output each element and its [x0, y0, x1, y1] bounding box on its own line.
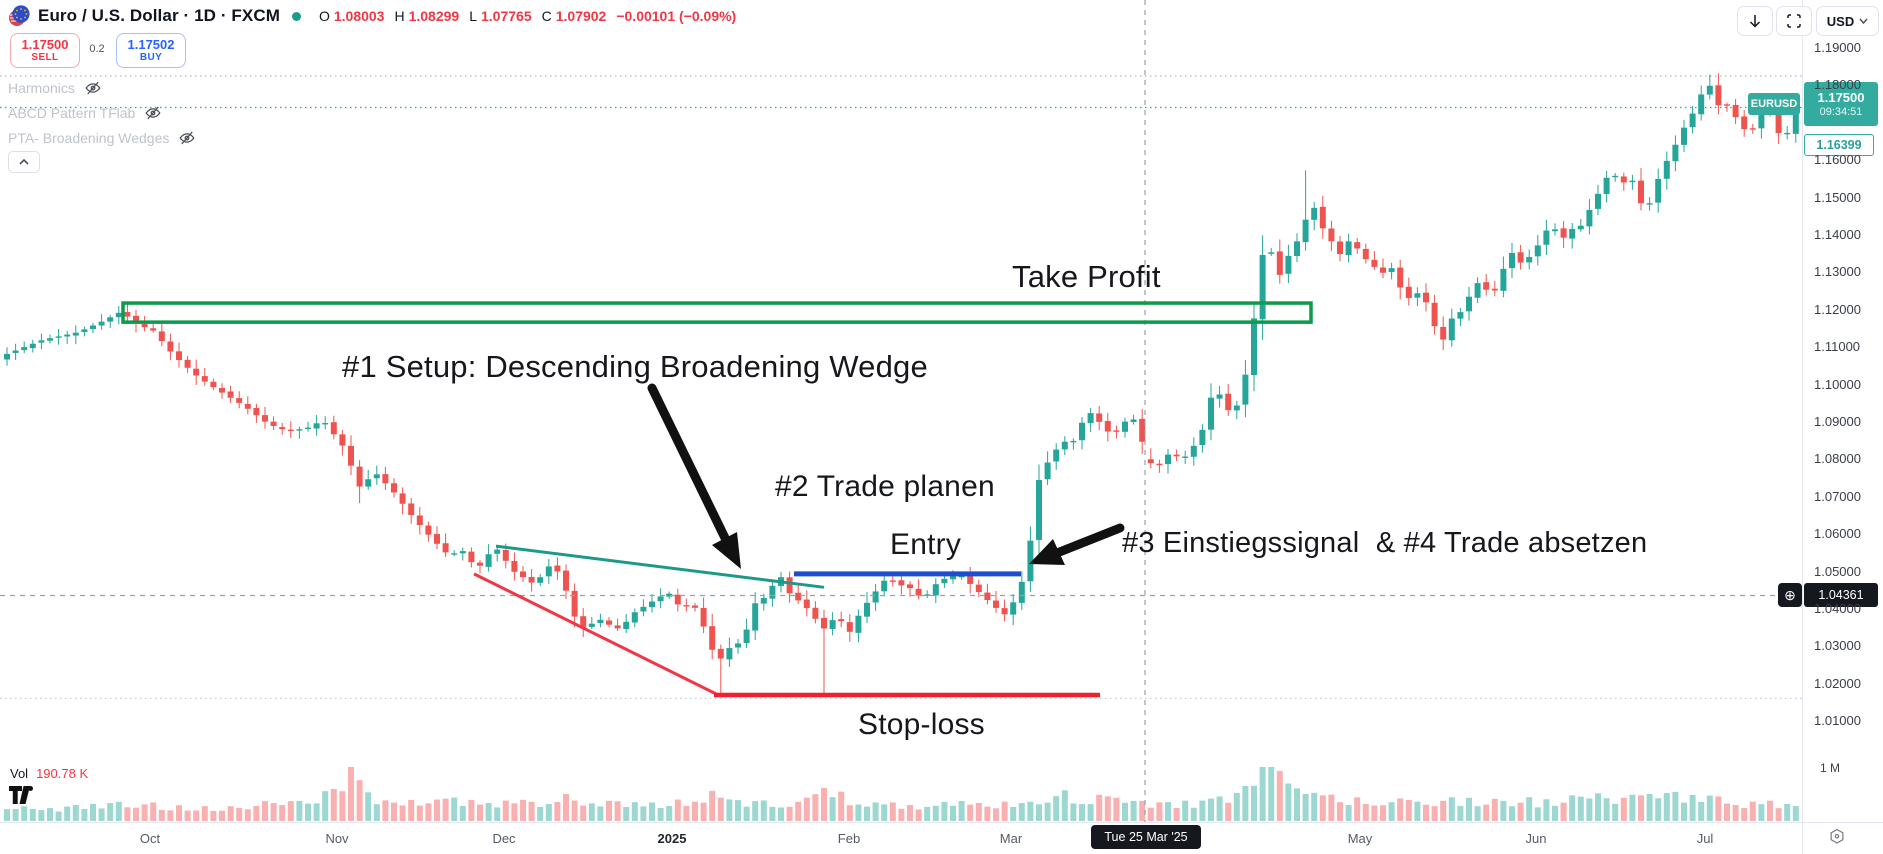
tradingview-logo[interactable] [9, 786, 37, 809]
low-value: 1.07765 [481, 8, 532, 24]
signal-text[interactable]: #3 Einstiegssignal & #4 Trade absetzen [1122, 527, 1648, 559]
setup-text[interactable]: #1 Setup: Descending Broadening Wedge [342, 349, 928, 384]
price-axis-label: 1.01000 [1814, 713, 1861, 729]
price-axis-label: 1.18000 [1814, 77, 1861, 93]
price-axis-label: 1.06000 [1814, 526, 1861, 542]
trade-plan-text[interactable]: #2 Trade planen [775, 470, 995, 503]
indicator-name[interactable]: Harmonics [8, 80, 75, 96]
collapse-legend-button[interactable] [8, 151, 40, 173]
sell-label: SELL [31, 52, 59, 63]
market-status-dot[interactable] [291, 11, 301, 21]
time-axis-border [0, 822, 1883, 823]
annotation-arrow-2[interactable] [1029, 523, 1125, 565]
chevron-down-icon [1859, 18, 1868, 24]
time-axis-label-jul: Jul [1696, 831, 1714, 846]
time-axis-label-mar: Mar [999, 831, 1023, 846]
price-axis-border [1802, 0, 1803, 854]
price-axis-label: 1.13000 [1814, 264, 1861, 280]
stop-loss-text[interactable]: Stop-loss [858, 708, 985, 741]
time-axis-label-dec: Dec [492, 831, 516, 846]
last-price-value: 1.17500 [1817, 89, 1865, 105]
volume-value: 190.78 K [36, 766, 89, 781]
price-axis-label: 1.03000 [1814, 638, 1861, 654]
add-alert-plus-icon[interactable]: ⊕ [1778, 583, 1802, 608]
volume-legend[interactable]: Vol 190.78 K [10, 766, 88, 781]
open-value: 1.08003 [333, 8, 385, 24]
bar-countdown: 09:34:51 [1819, 105, 1863, 118]
indicator-name[interactable]: PTA- Broadening Wedges [8, 130, 170, 146]
wedge-lower-trendline[interactable] [473, 572, 717, 696]
price-axis-label: 1.09000 [1814, 414, 1861, 429]
ohlc-values: O 1.08003 H 1.08299 L 1.07765 C 1.07902 … [313, 8, 736, 24]
candlestick-series [4, 73, 1799, 695]
buy-price: 1.17502 [127, 37, 175, 52]
price-axis-label: 1.14000 [1814, 227, 1861, 242]
entry-text[interactable]: Entry [890, 528, 962, 561]
price-axis-label: 1.15000 [1814, 189, 1861, 205]
high-value: 1.08299 [408, 8, 460, 24]
arrow-down-icon [1749, 15, 1761, 28]
price-axis-label: 1.12000 [1814, 301, 1861, 317]
indicator-name[interactable]: ABCD Pattern TFlab [8, 105, 136, 121]
price-axis-label: 1.05000 [1814, 563, 1861, 579]
time-axis-label-nov: Nov [325, 831, 349, 846]
eye-off-icon[interactable] [144, 104, 162, 122]
price-axis-label: 1.08000 [1814, 451, 1861, 467]
time-axis-label-oct: Oct [139, 831, 161, 846]
sell-price: 1.17500 [21, 37, 69, 52]
price-axis-label: 1.02000 [1814, 675, 1861, 691]
symbol-title[interactable]: Euro / U.S. Dollar · 1D · FXCM [38, 6, 280, 25]
open-label: O [318, 8, 330, 24]
close-value: 1.07902 [555, 8, 607, 24]
maximize-pane-button[interactable] [1776, 6, 1812, 36]
price-axis-label: 1.07000 [1814, 488, 1861, 504]
maximize-icon [1787, 14, 1801, 28]
wedge-upper-trendline[interactable] [495, 544, 825, 589]
volume-series [4, 767, 1799, 821]
low-label: L [469, 8, 477, 24]
symbol-header[interactable]: Euro / U.S. Dollar · 1D · FXCM O 1.08003… [8, 5, 736, 27]
crosshair-price-badge: 1.04361 [1804, 583, 1878, 608]
take-profit-text[interactable]: Take Profit [1012, 259, 1161, 294]
take-profit-zone-rect[interactable] [121, 301, 1313, 324]
high-label: H [394, 8, 405, 24]
scroll-down-button[interactable] [1737, 6, 1773, 36]
sell-button[interactable]: 1.17500 SELL [10, 33, 80, 68]
time-axis-label-feb: Feb [837, 831, 861, 846]
price-axis-label: 1.16000 [1814, 152, 1861, 168]
chevron-up-icon [19, 159, 29, 165]
currency-value: USD [1826, 13, 1855, 29]
price-axis-label: 1.04000 [1814, 601, 1861, 616]
last-price-badge: 1.17500 09:34:51 [1804, 82, 1878, 127]
indicator-row-abcd[interactable]: ABCD Pattern TFlab [8, 103, 162, 123]
price-axis-label: 1.10000 [1814, 376, 1861, 392]
time-axis-label-2025: 2025 [657, 831, 687, 846]
crosshair-date-badge: Tue 25 Mar '25 [1091, 825, 1201, 849]
eye-off-icon[interactable] [178, 129, 196, 147]
indicator-row-harmonics[interactable]: Harmonics [8, 78, 102, 98]
price-axis-label: 1.11000 [1814, 339, 1861, 355]
currency-dropdown[interactable]: USD [1816, 6, 1879, 36]
symbol-logo [8, 5, 30, 27]
indicator-price-badge: 1.16399 [1804, 134, 1874, 157]
volume-scale-label: 1 M [1820, 761, 1841, 775]
eye-off-icon[interactable] [84, 79, 102, 97]
indicator-row-pta[interactable]: PTA- Broadening Wedges [8, 128, 196, 148]
time-axis-settings-gear-icon[interactable] [1828, 828, 1846, 846]
time-axis-label-jun: Jun [1525, 831, 1547, 846]
last-price-symbol-badge: EURUSD [1748, 93, 1800, 116]
buy-button[interactable]: 1.17502 BUY [116, 33, 186, 68]
buy-label: BUY [139, 52, 163, 63]
price-axis-label: 1.19000 [1814, 40, 1861, 55]
volume-label: Vol [10, 766, 29, 781]
spread-value: 0.2 [89, 43, 105, 55]
annotation-arrow-1[interactable] [647, 383, 741, 569]
close-label: C [541, 8, 552, 24]
change-value: −0.00101 (−0.09%) [616, 8, 737, 24]
time-axis-label-may: May [1347, 831, 1373, 846]
